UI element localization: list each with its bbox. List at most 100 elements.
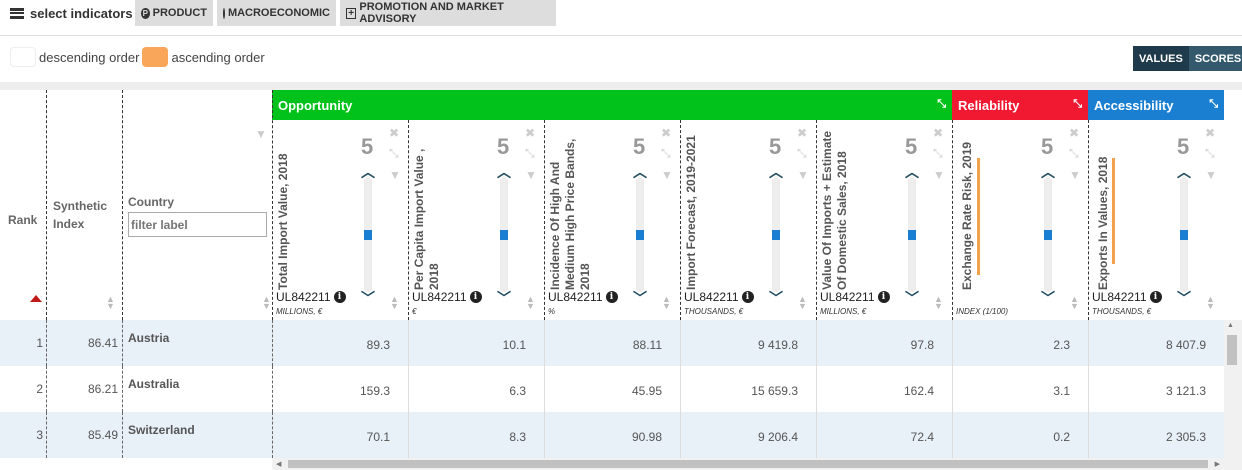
vertical-scrollbar[interactable]: ▲: [1224, 320, 1242, 470]
info-icon[interactable]: i: [741, 291, 754, 303]
weight-down-icon[interactable]: ﹀: [1041, 290, 1055, 306]
slider-thumb[interactable]: [772, 230, 780, 240]
collapse-icon[interactable]: ⤡: [1205, 146, 1215, 160]
scroll-left-icon[interactable]: ◀: [276, 461, 282, 468]
info-icon[interactable]: i: [469, 291, 482, 303]
info-icon[interactable]: i: [333, 291, 346, 303]
weight-down-icon[interactable]: ﹀: [905, 290, 919, 306]
compress-icon[interactable]: ⤡: [937, 98, 946, 110]
scroll-h-thumb[interactable]: [288, 460, 1208, 468]
weight-up-icon[interactable]: ︿: [1177, 164, 1191, 180]
filter-icon[interactable]: ▼: [1069, 168, 1081, 182]
country-cell[interactable]: Austria: [128, 331, 170, 345]
filter-icon[interactable]: ▼: [1205, 168, 1217, 182]
country-cell[interactable]: Switzerland: [128, 423, 195, 437]
weight-slider[interactable]: [636, 178, 644, 292]
filter-icon[interactable]: ▼: [389, 168, 401, 182]
slider-thumb[interactable]: [1180, 230, 1188, 240]
values-button[interactable]: VALUES: [1133, 46, 1189, 71]
weight-up-icon[interactable]: ︿: [905, 164, 919, 180]
tab-promotion[interactable]: + PROMOTION AND MARKET ADVISORY: [340, 0, 556, 26]
slider-thumb[interactable]: [500, 230, 508, 240]
weight-down-icon[interactable]: ﹀: [361, 290, 375, 306]
col-divider: [1088, 320, 1089, 366]
weight-up-icon[interactable]: ︿: [361, 164, 375, 180]
sort-icon[interactable]: ▲ ▼: [1070, 294, 1079, 311]
rank-header[interactable]: Rank: [0, 120, 46, 320]
weight-down-icon[interactable]: ﹀: [1177, 290, 1191, 306]
sort-icon[interactable]: ▲ ▼: [106, 294, 115, 311]
country-filter-input[interactable]: [128, 212, 267, 237]
close-icon[interactable]: ✖: [933, 126, 944, 140]
sort-icon[interactable]: ▲ ▼: [1206, 294, 1215, 311]
table-row[interactable]: 2 86.21 Australia 159.3 6.3 45.95 15 659.3 162.…: [0, 366, 1224, 412]
weight-slider[interactable]: [1044, 178, 1052, 292]
close-icon[interactable]: ✖: [525, 126, 536, 140]
collapse-icon[interactable]: ⤡: [1069, 146, 1079, 160]
scroll-right-icon[interactable]: ▶: [1214, 461, 1220, 468]
slider-thumb[interactable]: [364, 230, 372, 240]
filter-icon[interactable]: ▼: [255, 127, 267, 141]
table-row[interactable]: 3 85.49 Switzerland 70.1 8.3 90.98 9 206.4 72.4…: [0, 412, 1224, 458]
weight-up-icon[interactable]: ︿: [769, 164, 783, 180]
collapse-icon[interactable]: ⤡: [661, 146, 671, 160]
scroll-up-icon[interactable]: ▲: [1227, 322, 1234, 329]
close-icon[interactable]: ✖: [1205, 126, 1216, 140]
weight-down-icon[interactable]: ﹀: [497, 290, 511, 306]
close-icon[interactable]: ✖: [661, 126, 672, 140]
scores-button[interactable]: SCORES: [1188, 46, 1242, 71]
weight-up-icon[interactable]: ︿: [633, 164, 647, 180]
weight-slider[interactable]: [364, 178, 372, 292]
weight-slider[interactable]: [1180, 178, 1188, 292]
close-icon[interactable]: ✖: [389, 126, 400, 140]
indicator-weight: 5: [497, 134, 510, 159]
filter-icon[interactable]: ▼: [933, 168, 945, 182]
weight-slider[interactable]: [772, 178, 780, 292]
col-divider: [122, 320, 123, 366]
country-cell[interactable]: Australia: [128, 377, 180, 391]
rank-cell: 3: [36, 428, 43, 442]
sort-asc-icon[interactable]: [30, 295, 42, 302]
weight-down-icon[interactable]: ﹀: [769, 290, 783, 306]
table-row[interactable]: 1 86.41 Austria 89.3 10.1 88.11 9 419.8 97.8 2.3…: [0, 320, 1224, 366]
sort-icon[interactable]: ▲ ▼: [798, 294, 807, 311]
indicator-code-label: UL842211: [276, 290, 331, 304]
collapse-icon[interactable]: ⤡: [797, 146, 807, 160]
slider-thumb[interactable]: [636, 230, 644, 240]
sort-icon[interactable]: ▲ ▼: [662, 294, 671, 311]
weight-slider[interactable]: [500, 178, 508, 292]
sort-icon[interactable]: ▲ ▼: [262, 294, 271, 311]
tab-product[interactable]: P PRODUCT: [135, 0, 213, 26]
weight-up-icon[interactable]: ︿: [497, 164, 511, 180]
info-icon[interactable]: i: [877, 291, 890, 303]
select-indicators-button[interactable]: select indicators: [10, 3, 133, 23]
country-header[interactable]: Country ▼ ▲▼: [122, 120, 272, 320]
info-icon[interactable]: i: [1149, 291, 1162, 303]
filter-icon[interactable]: ▼: [661, 168, 673, 182]
filter-icon[interactable]: ▼: [797, 168, 809, 182]
collapse-icon[interactable]: ⤡: [525, 146, 535, 160]
collapse-icon[interactable]: ⤡: [933, 146, 943, 160]
compress-icon[interactable]: ⤡: [1209, 98, 1218, 110]
tab-macroeconomic[interactable]: MACROECONOMIC: [217, 0, 336, 26]
weight-up-icon[interactable]: ︿: [1041, 164, 1055, 180]
filter-icon[interactable]: ▼: [525, 168, 537, 182]
tab-promotion-label: PROMOTION AND MARKET ADVISORY: [359, 1, 504, 25]
sort-icon[interactable]: ▲ ▼: [526, 294, 535, 311]
close-icon[interactable]: ✖: [1069, 126, 1080, 140]
sort-icon[interactable]: ▲ ▼: [390, 294, 399, 311]
collapse-icon[interactable]: ⤡: [389, 146, 399, 160]
rank-cell: 1: [36, 336, 43, 350]
compress-icon[interactable]: ⤡: [1073, 98, 1082, 110]
horizontal-scrollbar[interactable]: ◀ ▶: [272, 458, 1224, 470]
weight-down-icon[interactable]: ﹀: [633, 290, 647, 306]
slider-thumb[interactable]: [908, 230, 916, 240]
country-label: Country: [128, 195, 174, 209]
slider-thumb[interactable]: [1044, 230, 1052, 240]
sort-icon[interactable]: ▲ ▼: [934, 294, 943, 311]
scroll-thumb[interactable]: [1227, 335, 1237, 365]
synthetic-index-header[interactable]: Synthetic Index ▲ ▼: [46, 120, 122, 320]
weight-slider[interactable]: [908, 178, 916, 292]
close-icon[interactable]: ✖: [797, 126, 808, 140]
info-icon[interactable]: i: [605, 291, 618, 303]
